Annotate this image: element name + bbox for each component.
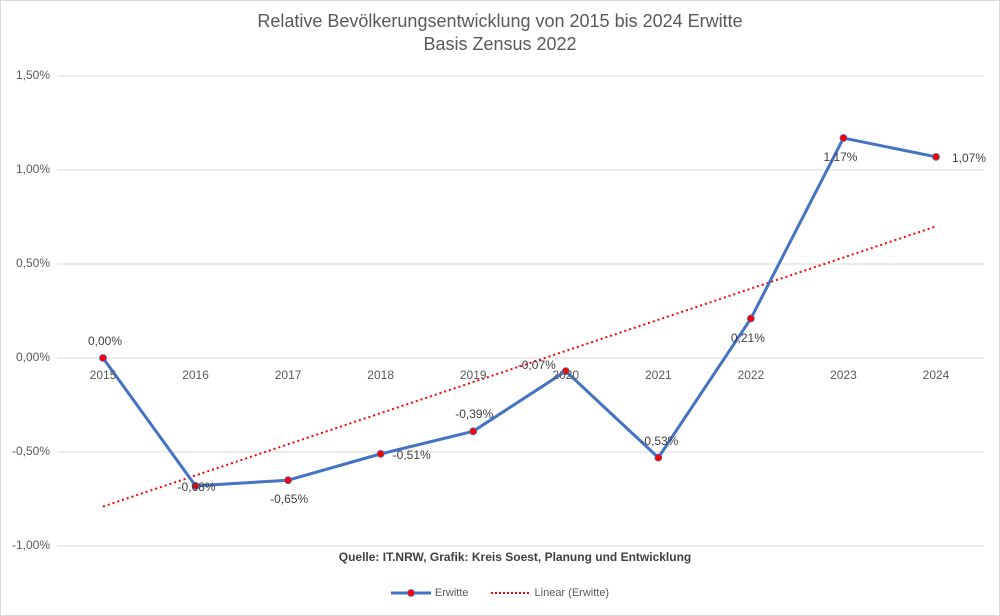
data-point[interactable] [654, 453, 663, 462]
data-point[interactable] [932, 152, 940, 161]
data-label: 0,21% [730, 330, 765, 345]
chart-title: Relative Bevölkerungsentwicklung von 201… [0, 10, 1000, 56]
data-point[interactable] [839, 134, 848, 142]
data-label: -0,65% [270, 492, 309, 507]
data-point[interactable] [284, 476, 293, 485]
y-tick-label: -1,00% [11, 538, 50, 552]
data-label: -0,39% [455, 407, 494, 422]
data-point[interactable] [376, 449, 385, 458]
x-tick-label: 2015 [89, 368, 117, 382]
trendline [102, 225, 937, 508]
data-label: 1,07% [952, 150, 987, 165]
y-tick-label: 1,00% [15, 162, 50, 176]
data-point[interactable] [191, 481, 200, 490]
legend-label-trend: Linear (Erwitte) [534, 587, 610, 599]
data-point[interactable] [99, 354, 107, 362]
legend-label-erwitte: Erwitte [434, 587, 469, 599]
data-label: 0,00% [88, 334, 123, 348]
data-label: -0,53% [640, 433, 679, 448]
x-tick-label: 2023 [830, 368, 857, 382]
data-label: -0,51% [392, 447, 431, 462]
x-tick-label: 2021 [644, 368, 672, 382]
x-tick-label: 2018 [367, 368, 394, 382]
x-tick-label: 2020 [552, 368, 580, 382]
x-tick-label: 2019 [459, 368, 487, 382]
chart-subtitle: Basis Zensus 2022 [423, 34, 577, 54]
x-tick-label: 2016 [182, 368, 209, 382]
legend-item-trend[interactable]: Linear (Erwitte) [490, 587, 610, 599]
legend-item-erwitte[interactable]: Erwitte [390, 587, 469, 599]
y-tick-label: -0,50% [11, 444, 50, 458]
legend: Erwitte Linear (Erwitte) [0, 587, 1000, 599]
x-tick-label: 2022 [737, 368, 765, 382]
source-annotation: Quelle: IT.NRW, Grafik: Kreis Soest, Pla… [338, 550, 692, 564]
y-tick-label: 0,50% [15, 256, 50, 270]
dotted-line-icon [490, 592, 531, 594]
x-tick-label: 2024 [922, 368, 950, 382]
y-tick-label: 0,00% [15, 350, 50, 364]
data-label: 1,17% [823, 150, 858, 165]
chart-title-line1: Relative Bevölkerungsentwicklung von 201… [257, 11, 743, 31]
data-point[interactable] [561, 367, 570, 376]
series-erwitte [99, 134, 940, 490]
x-tick-label: 2017 [274, 368, 302, 382]
line-marker-icon [390, 589, 431, 597]
data-label: -0,07% [517, 358, 556, 373]
gridlines [57, 75, 984, 547]
y-tick-label: 1,50% [15, 68, 50, 82]
data-label: -0,68% [177, 479, 216, 494]
data-point[interactable] [746, 314, 755, 323]
data-point[interactable] [469, 427, 478, 436]
